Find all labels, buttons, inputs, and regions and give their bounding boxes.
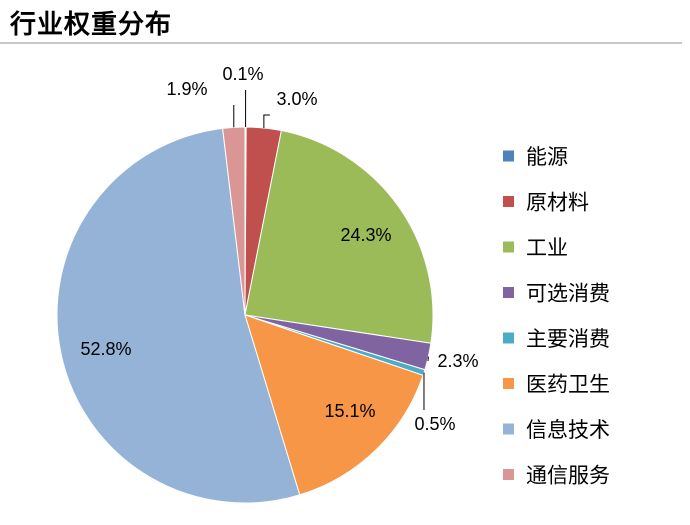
- data-labels: 0.1% 3.0% 24.3% 2.3% 0.5% 15.1% 52.8% 1.9%: [80, 64, 478, 434]
- leader-lines: [233, 90, 429, 410]
- legend-label: 可选消费: [526, 282, 610, 306]
- pie-slice: [244, 129, 434, 344]
- legend-swatch: [503, 423, 514, 435]
- data-label: 1.9%: [166, 79, 207, 99]
- legend-label: 医药卫生: [526, 373, 610, 397]
- pie-slice: [244, 314, 424, 496]
- legend-swatch: [503, 469, 514, 480]
- leader-line: [263, 114, 270, 128]
- legend-label: 原材料: [526, 191, 589, 215]
- legend-label: 工业: [526, 236, 568, 260]
- legend-label: 能源: [526, 145, 568, 169]
- legend-label: 通信服务: [526, 464, 610, 488]
- data-label: 2.3%: [437, 351, 478, 371]
- legend-swatch: [503, 378, 514, 389]
- title-divider: [0, 42, 682, 44]
- data-label: 24.3%: [340, 225, 391, 245]
- data-label: 15.1%: [324, 401, 375, 421]
- data-label: 0.5%: [414, 414, 455, 434]
- legend-swatch: [503, 196, 514, 207]
- chart-title: 行业权重分布: [10, 10, 173, 40]
- data-label: 3.0%: [276, 89, 317, 109]
- data-label: 52.8%: [80, 339, 131, 359]
- legend-swatch: [503, 241, 514, 253]
- legend-swatch: [503, 150, 514, 162]
- data-label: 0.1%: [222, 64, 263, 84]
- legend-label: 主要消费: [526, 327, 610, 351]
- pie-slice: [56, 127, 301, 504]
- legend-swatch: [503, 332, 514, 344]
- pie-slices: [56, 126, 434, 504]
- legend-swatch: [503, 287, 514, 298]
- legend-label: 信息技术: [526, 418, 610, 442]
